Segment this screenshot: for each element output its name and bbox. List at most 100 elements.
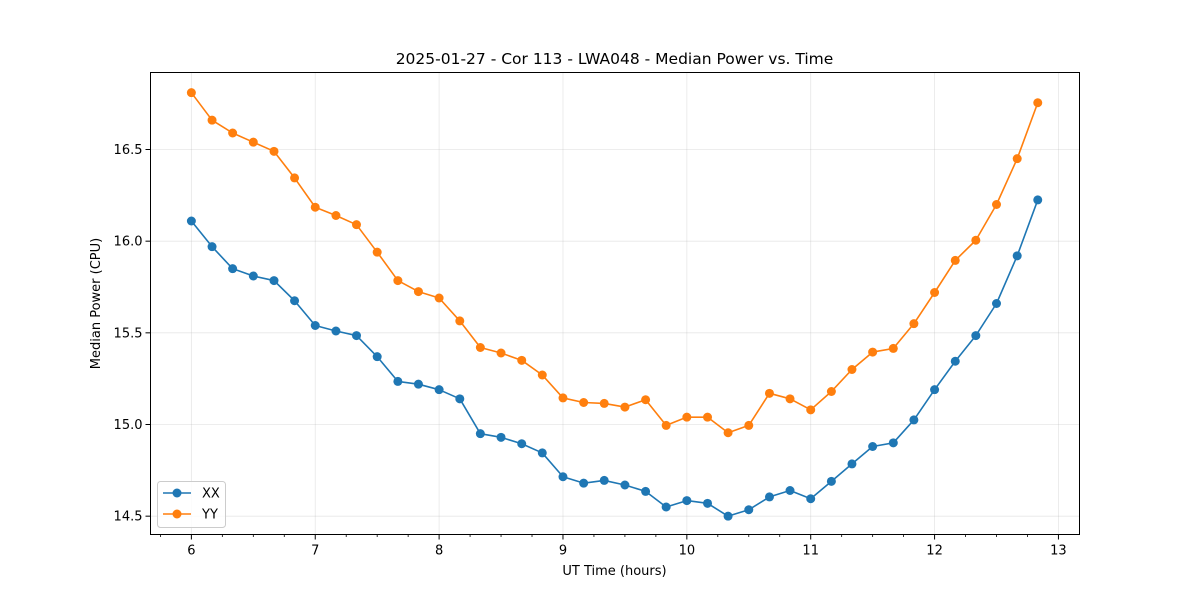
- data-point-yy: [186, 88, 196, 98]
- data-point-yy: [971, 235, 981, 245]
- data-point-xx: [703, 498, 713, 508]
- data-point-xx: [434, 385, 444, 395]
- data-point-xx: [537, 448, 547, 458]
- x-tick-label: 8: [435, 544, 443, 559]
- data-point-xx: [393, 376, 403, 386]
- data-point-xx: [579, 478, 589, 488]
- data-point-xx: [331, 326, 341, 336]
- data-point-yy: [475, 343, 485, 352]
- data-point-yy: [847, 365, 857, 374]
- data-point-xx: [413, 379, 423, 389]
- data-point-xx: [290, 296, 300, 306]
- data-point-yy: [351, 220, 361, 230]
- data-point-xx: [930, 385, 940, 395]
- data-point-xx: [744, 505, 754, 515]
- x-tick-label: 6: [187, 544, 195, 559]
- data-point-xx: [186, 216, 196, 226]
- legend-label-xx: XX: [202, 487, 220, 502]
- data-point-xx: [847, 459, 857, 469]
- legend-marker-xx: [172, 488, 182, 498]
- data-point-xx: [950, 356, 960, 366]
- data-point-yy: [888, 343, 898, 353]
- data-point-yy: [579, 398, 589, 407]
- data-point-xx: [475, 429, 485, 439]
- x-tick-label: 12: [926, 544, 943, 559]
- legend: XX YY: [157, 481, 226, 528]
- chart-title: 2025-01-27 - Cor 113 - LWA048 - Median P…: [396, 50, 834, 68]
- legend-marker-yy: [172, 509, 182, 519]
- data-point-yy: [785, 394, 795, 404]
- data-point-yy: [1012, 154, 1022, 164]
- data-point-yy: [599, 398, 609, 408]
- data-point-yy: [434, 293, 444, 303]
- legend-label-yy: YY: [201, 508, 218, 523]
- data-point-xx: [806, 494, 816, 504]
- y-tick-label: 16.0: [114, 235, 143, 250]
- data-point-xx: [992, 299, 1002, 308]
- x-axis-label: UT Time (hours): [562, 564, 666, 579]
- y-tick-label: 15.0: [114, 418, 143, 433]
- data-point-yy: [641, 395, 651, 405]
- data-point-yy: [806, 405, 816, 415]
- data-point-xx: [372, 352, 382, 362]
- x-tick-label: 11: [802, 544, 819, 559]
- data-point-yy: [331, 211, 341, 220]
- data-point-xx: [269, 276, 279, 286]
- y-axis-label: Median Power (CPU): [89, 238, 104, 369]
- data-point-yy: [228, 128, 238, 138]
- data-point-xx: [248, 271, 258, 281]
- data-point-xx: [1033, 195, 1043, 205]
- data-point-yy: [992, 200, 1002, 209]
- data-point-yy: [826, 387, 836, 396]
- data-point-xx: [641, 486, 651, 496]
- data-point-yy: [372, 247, 382, 257]
- data-point-xx: [455, 394, 465, 404]
- x-tick-label: 9: [559, 544, 567, 559]
- data-point-yy: [703, 412, 713, 422]
- data-point-yy: [682, 412, 692, 422]
- data-point-xx: [764, 492, 774, 502]
- data-point-xx: [661, 502, 671, 512]
- x-tick-label: 13: [1050, 544, 1067, 559]
- data-series: [186, 88, 1043, 521]
- data-point-yy: [868, 347, 878, 357]
- data-point-yy: [950, 255, 960, 265]
- data-point-yy: [413, 287, 423, 297]
- data-point-yy: [517, 355, 527, 365]
- data-point-yy: [496, 348, 506, 358]
- data-point-xx: [868, 442, 878, 451]
- data-point-yy: [1033, 98, 1043, 108]
- data-point-xx: [971, 331, 981, 341]
- data-point-xx: [207, 242, 217, 252]
- data-point-xx: [599, 475, 609, 485]
- data-point-yy: [269, 146, 279, 156]
- data-point-xx: [888, 438, 898, 448]
- data-point-yy: [930, 288, 940, 297]
- plot-area-frame: [150, 72, 1080, 535]
- data-point-yy: [207, 115, 217, 125]
- x-axis: 6 7 8 9 10 11 12 13: [160, 534, 1067, 559]
- data-point-yy: [620, 402, 630, 412]
- x-tick-label: 7: [311, 544, 319, 559]
- data-point-xx: [682, 496, 692, 506]
- data-point-xx: [1012, 251, 1022, 261]
- data-point-yy: [455, 316, 465, 326]
- data-point-xx: [723, 511, 733, 521]
- data-point-yy: [290, 173, 300, 183]
- data-point-xx: [496, 432, 506, 442]
- x-tick-label: 10: [679, 544, 696, 559]
- y-axis: 14.5 15.0 15.5 16.0 16.5: [114, 143, 151, 525]
- data-point-yy: [537, 370, 547, 380]
- data-point-yy: [744, 420, 754, 430]
- data-point-xx: [228, 264, 238, 274]
- data-point-yy: [248, 137, 258, 147]
- y-tick-label: 16.5: [114, 143, 143, 158]
- data-point-yy: [909, 319, 919, 329]
- data-point-xx: [909, 415, 919, 425]
- data-point-yy: [310, 202, 320, 212]
- data-point-xx: [826, 476, 836, 486]
- data-point-xx: [310, 321, 320, 330]
- data-point-xx: [351, 331, 361, 341]
- data-point-xx: [517, 439, 527, 449]
- y-tick-label: 14.5: [114, 510, 143, 525]
